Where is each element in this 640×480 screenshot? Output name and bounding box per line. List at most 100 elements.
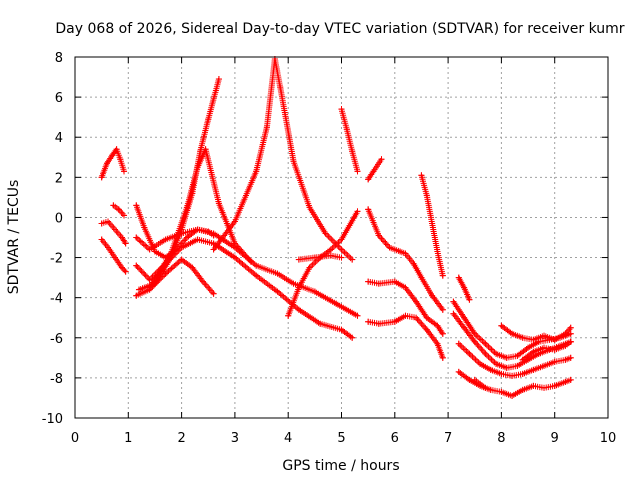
data-point: [466, 376, 473, 383]
data-point: [541, 344, 548, 351]
data-point: [391, 318, 398, 325]
data-point: [349, 256, 356, 263]
data-point: [402, 250, 409, 257]
data-point: [503, 364, 510, 371]
series-arc-6: [133, 226, 361, 319]
data-point: [231, 240, 238, 247]
x-tick-label: 4: [284, 431, 292, 446]
data-point: [498, 370, 505, 377]
data-marks: [98, 56, 574, 399]
data-point: [338, 254, 345, 261]
data-point: [509, 372, 516, 379]
data-point: [482, 384, 489, 391]
data-point: [514, 362, 521, 369]
data-point: [98, 236, 105, 243]
data-point: [146, 276, 153, 283]
data-point: [210, 246, 217, 253]
x-tick-label: 7: [444, 431, 452, 446]
series-arc-14: [338, 106, 361, 175]
data-point: [274, 270, 281, 277]
data-point: [118, 234, 125, 241]
data-point: [402, 284, 409, 291]
data-point: [434, 322, 441, 329]
data-point: [567, 376, 574, 383]
data-point: [113, 146, 120, 153]
data-point: [183, 234, 190, 241]
data-point: [519, 370, 526, 377]
data-point: [210, 290, 217, 297]
x-tick-label: 5: [337, 431, 345, 446]
series-arc-18: [365, 312, 446, 361]
data-point: [551, 336, 558, 343]
data-point: [375, 320, 382, 327]
data-point: [455, 340, 462, 347]
data-point: [418, 172, 425, 179]
series-trace: [146, 146, 254, 291]
data-point: [231, 254, 238, 261]
data-point: [354, 208, 361, 215]
data-point: [133, 234, 140, 241]
data-point: [103, 160, 110, 167]
data-point: [290, 280, 297, 287]
data-point: [117, 156, 124, 163]
data-point: [354, 312, 361, 319]
series-trace: [365, 206, 446, 313]
series-trace: [455, 368, 574, 399]
data-point: [461, 314, 468, 321]
series-arc-20: [455, 274, 473, 303]
data-point: [189, 264, 196, 271]
data-point: [423, 192, 430, 199]
data-point: [327, 246, 334, 253]
data-point: [253, 168, 260, 175]
series-arc-19: [418, 172, 446, 279]
data-point: [423, 314, 430, 321]
data-point: [247, 258, 254, 265]
data-point: [562, 356, 569, 363]
series-arc-1: [98, 146, 128, 181]
data-point: [98, 220, 105, 227]
data-point: [365, 206, 372, 213]
data-point: [567, 338, 574, 345]
data-point: [365, 176, 372, 183]
data-point: [466, 350, 473, 357]
series-arc-15: [365, 156, 385, 183]
data-point: [461, 284, 468, 291]
data-point: [391, 278, 398, 285]
data-point: [338, 326, 345, 333]
y-tick-label: 2: [55, 171, 63, 186]
data-point: [461, 324, 468, 331]
data-point: [110, 202, 117, 209]
series-arc-21: [450, 298, 574, 361]
data-point: [567, 354, 574, 361]
data-point: [567, 330, 574, 337]
data-point: [471, 330, 478, 337]
data-point: [551, 382, 558, 389]
data-point: [306, 264, 313, 271]
series-arc-10: [146, 146, 254, 291]
data-point: [263, 124, 270, 131]
data-point: [311, 254, 318, 261]
series-arc-25: [498, 322, 574, 343]
data-point: [434, 248, 441, 255]
series-arc-17: [365, 278, 446, 337]
y-tick-label: -8: [50, 372, 63, 387]
data-point: [183, 204, 190, 211]
data-point: [386, 244, 393, 251]
data-point: [498, 322, 505, 329]
series-arc-24: [455, 368, 574, 399]
data-point: [274, 288, 281, 295]
data-point: [111, 226, 118, 233]
data-point: [487, 366, 494, 373]
data-point: [509, 330, 516, 337]
series-arc-16: [365, 206, 446, 313]
series-arc-7: [133, 236, 356, 341]
data-point: [410, 260, 417, 267]
data-point: [199, 278, 206, 285]
series-trace: [295, 252, 345, 263]
data-point: [333, 300, 340, 307]
data-point: [277, 84, 284, 91]
data-point: [487, 386, 494, 393]
data-point: [482, 340, 489, 347]
data-point: [290, 158, 297, 165]
